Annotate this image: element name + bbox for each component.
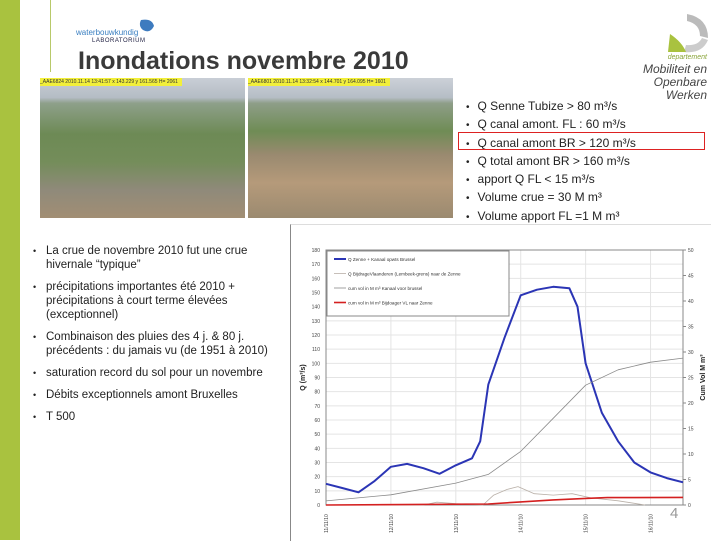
x-tick-label: 14/11/10 [519, 514, 525, 533]
y-tick-label: 50 [314, 432, 320, 438]
x-tick-label: 16/11/10 [649, 514, 655, 533]
y2-tick-label: 35 [688, 325, 694, 331]
legend-label: cum vol in M m³ Kanaal voor brussel [348, 286, 422, 291]
y2-tick-label: 5 [688, 478, 691, 484]
list-item: apport Q FL < 15 m³/s [466, 172, 636, 190]
list-item: La crue de novembre 2010 fut une crue hi… [33, 244, 288, 272]
key-figures-list: Q Senne Tubize > 80 m³/s Q canal amont. … [466, 99, 636, 227]
y2-tick-label: 15 [688, 427, 694, 433]
mow-emblem-icon [668, 14, 708, 53]
y-tick-label: 100 [312, 361, 321, 367]
mow-logo: departement Mobiliteit en Openbare Werken [610, 12, 715, 102]
legend-label: cum vol in M m³ Bijdoager VL naar Zenne [348, 301, 433, 306]
chart-svg: 0102030405060708090100110120130140150160… [300, 248, 707, 533]
y2-tick-label: 25 [688, 376, 694, 382]
accent-bar [0, 0, 20, 540]
page-number: 4 [670, 505, 679, 522]
photo-caption: _AAE6824 2010.11.14 13:41:57 x 143.229 y… [40, 78, 182, 86]
list-item: T 500 [33, 410, 288, 424]
series-line [325, 357, 684, 502]
y2-tick-label: 10 [688, 452, 694, 458]
y2-tick-label: 0 [688, 503, 691, 509]
divider [50, 0, 51, 72]
page-title: Inondations novembre 2010 [78, 47, 409, 75]
list-item: Q canal amont. FL : 60 m³/s [466, 117, 636, 135]
y-tick-label: 10 [314, 489, 320, 495]
y-tick-label: 40 [314, 446, 320, 452]
y2-tick-label: 20 [688, 401, 694, 407]
photo-caption: _AAE6801 2010.11.14 13:32:54 x 144.701 y… [248, 78, 390, 86]
y2-axis-label: Cum Vol M m³ [700, 354, 707, 401]
list-item: Débits exceptionnels amont Bruxelles [33, 388, 288, 402]
list-item: Q canal amont BR > 120 m³/s [466, 136, 636, 154]
list-item: Combinaison des pluies des 4 j. & 80 j. … [33, 330, 288, 358]
y-tick-label: 80 [314, 390, 320, 396]
y-tick-label: 60 [314, 418, 320, 424]
x-tick-label: 12/11/10 [389, 514, 395, 533]
logo-text: Mobiliteit en Openbare Werken [610, 63, 707, 102]
x-tick-label: 11/11/10 [324, 514, 330, 533]
y-tick-label: 180 [312, 248, 321, 254]
plot-area [325, 249, 684, 506]
list-item: Volume crue = 30 M m³ [466, 190, 636, 208]
y2-tick-label: 50 [688, 248, 694, 254]
hydrograph-chart: 0 10 20 30 40 50 60 70 80 90 100 110 120 130 140 150 160… [290, 224, 711, 541]
aerial-photo-2: _AAE6801 2010.11.14 13:32:54 x 144.701 y… [248, 78, 453, 218]
y-axis-label: Q (m³/s) [300, 364, 307, 390]
list-item: Q Senne Tubize > 80 m³/s [466, 99, 636, 117]
aerial-photo-1: _AAE6824 2010.11.14 13:41:57 x 143.229 y… [40, 78, 245, 218]
y2-tick-label: 40 [688, 299, 694, 305]
context-list: La crue de novembre 2010 fut une crue hi… [33, 244, 288, 432]
y-tick-label: 110 [312, 347, 320, 353]
legend-label: Q BijdrageVlaanderen (Lembeek-grens) naa… [348, 272, 461, 277]
y-tick-label: 150 [312, 291, 321, 297]
x-tick-label: 13/11/10 [454, 514, 460, 533]
y-tick-label: 20 [314, 475, 320, 481]
series-line [325, 496, 684, 506]
water-drop-icon [139, 19, 154, 32]
y-tick-label: 160 [312, 276, 321, 282]
list-item: saturation record du sol pour un novembr… [33, 366, 288, 380]
y-tick-label: 0 [317, 503, 320, 509]
logo-text: departement [667, 54, 707, 61]
logo-text: waterbouwkundig [76, 28, 139, 37]
y2-tick-label: 45 [688, 274, 694, 280]
logo-subtext: LABORATORIUM [92, 38, 146, 44]
logo-line: Openbare Werken [653, 75, 707, 102]
list-item: Q total amont BR > 160 m³/s [466, 154, 636, 172]
y-tick-label: 140 [312, 305, 321, 311]
y2-tick-label: 30 [688, 350, 694, 356]
y-tick-label: 130 [312, 319, 321, 325]
logo-line: Mobiliteit en [642, 62, 707, 76]
list-item: Volume apport FL =1 M m³ [466, 209, 636, 227]
waterbouwkundig-logo: waterbouwkundig LABORATORIUM [76, 18, 166, 48]
y-tick-label: 170 [312, 262, 321, 268]
highlight-box [458, 132, 705, 150]
y-tick-label: 90 [314, 376, 320, 382]
series-line [326, 486, 646, 506]
y-tick-label: 120 [312, 333, 321, 339]
series-line [325, 285, 684, 494]
legend-box [326, 250, 510, 317]
x-tick-label: 15/11/10 [584, 514, 590, 533]
y-tick-label: 70 [314, 404, 320, 410]
list-item: précipitations importantes été 2010 + pr… [33, 280, 288, 322]
legend-label: Q Zenne + Kanaal opwts Brussel [348, 257, 415, 262]
y-tick-label: 30 [314, 461, 320, 467]
